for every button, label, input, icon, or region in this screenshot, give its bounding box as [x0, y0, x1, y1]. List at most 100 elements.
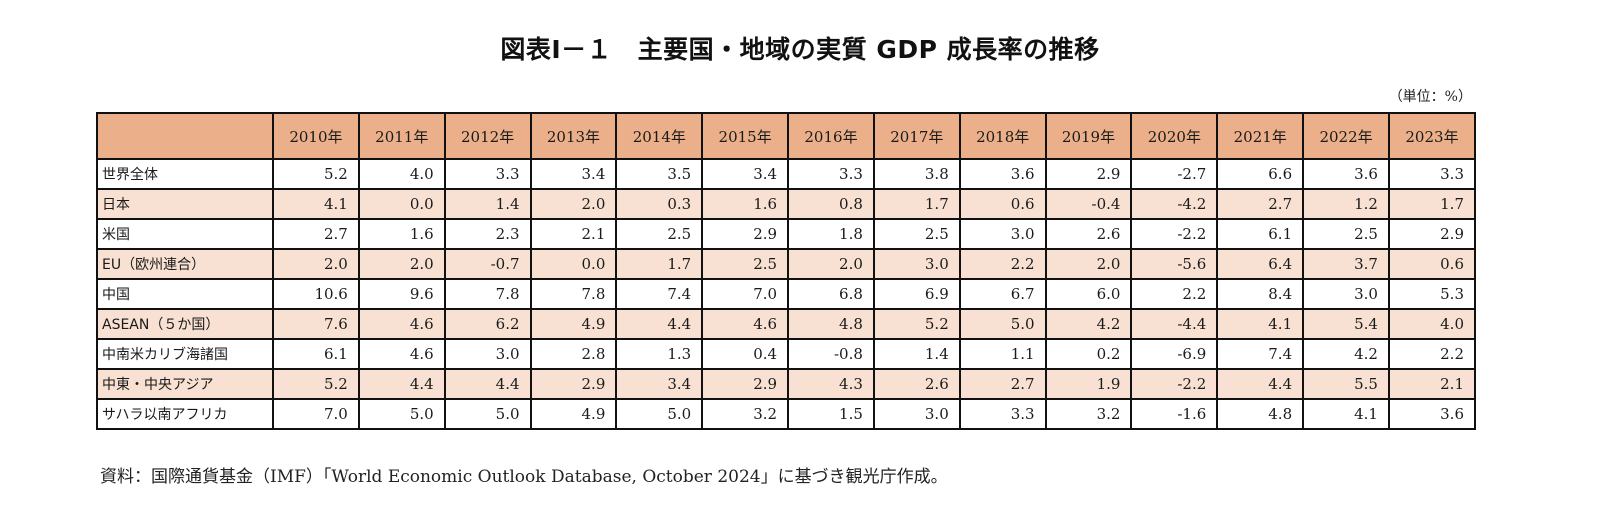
region-label: 中南米カリブ海諸国 [96, 338, 274, 370]
growth-value-cell: 1.9 [1044, 368, 1133, 400]
growth-value-cell: -0.7 [443, 248, 532, 280]
growth-value-cell: -2.2 [1130, 218, 1219, 250]
growth-value-cell: 4.9 [529, 308, 618, 340]
growth-value-cell: 6.1 [1216, 218, 1305, 250]
growth-value-cell: 10.6 [272, 278, 360, 310]
growth-value-cell: 4.9 [529, 398, 618, 430]
growth-value-cell: 5.4 [1302, 308, 1390, 340]
growth-value-cell: -4.4 [1130, 308, 1219, 340]
growth-value-cell: 7.0 [701, 278, 790, 310]
table-row: EU（欧州連合） 2.0 2.0 -0.7 0.0 1.7 2.5 2.0 3.0 2.2 2.0-… [96, 248, 1477, 280]
growth-value-cell: 4.3 [787, 368, 875, 400]
growth-value-cell: 1.4 [872, 338, 961, 370]
growth-value-cell: 6.6 [1216, 158, 1305, 190]
region-label: サハラ以南アフリカ [96, 398, 274, 430]
table-row: サハラ以南アフリカ 7.0 5.0 5.0 4.9 5.0 3.2 1.5 3.0 3.3 3.2-… [96, 398, 1477, 430]
growth-value-cell: 6.9 [872, 278, 961, 310]
growth-value-cell: 0.2 [1044, 338, 1133, 370]
growth-value-cell: 5.3 [1387, 278, 1477, 310]
growth-value-cell: -0.8 [787, 338, 875, 370]
growth-value-cell: 5.5 [1302, 368, 1390, 400]
growth-value-cell: 3.5 [615, 158, 704, 190]
growth-value-cell: 2.5 [1302, 218, 1390, 250]
table-row: 中東・中央アジア 5.2 4.4 4.4 2.9 3.4 2.9 4.3 2.6 2.7 1.9 -2… [96, 368, 1477, 400]
growth-value-cell: 5.0 [958, 308, 1047, 340]
growth-value-cell: 6.4 [1216, 248, 1305, 280]
growth-value-cell: 4.6 [357, 308, 446, 340]
growth-value-cell: 1.3 [615, 338, 704, 370]
year-header: 2015年 [701, 112, 790, 160]
table-row: 米国 2.7 1.6 2.3 2.1 2.5 2.9 1.8 2.5 3.0 2.6 -2.2 6.1 2… [96, 218, 1477, 250]
growth-value-cell: 3.6 [1302, 158, 1390, 190]
growth-value-cell: 1.7 [615, 248, 704, 280]
growth-value-cell: 4.8 [1216, 398, 1305, 430]
growth-value-cell: 4.0 [1387, 308, 1477, 340]
growth-value-cell: 3.4 [701, 158, 790, 190]
growth-value-cell: 4.2 [1302, 338, 1390, 370]
growth-value-cell: -6.9 [1130, 338, 1219, 370]
growth-value-cell: 3.0 [958, 218, 1047, 250]
growth-value-cell: 2.3 [443, 218, 532, 250]
growth-value-cell: 7.0 [272, 398, 360, 430]
growth-value-cell: 1.7 [872, 188, 961, 220]
growth-value-cell: 5.0 [615, 398, 704, 430]
growth-value-cell: 1.6 [357, 218, 446, 250]
growth-value-cell: 2.2 [1130, 278, 1219, 310]
growth-value-cell: 1.8 [787, 218, 875, 250]
growth-value-cell: 3.0 [872, 398, 961, 430]
region-label: 世界全体 [96, 158, 274, 190]
growth-value-cell: 1.6 [701, 188, 790, 220]
table-row: 中国 10.6 9.6 7.8 7.8 7.4 7.0 6.8 6.9 6.7 6.0 2.2 8.4 3… [96, 278, 1477, 310]
growth-value-cell: 2.0 [272, 248, 360, 280]
growth-value-cell: 2.9 [701, 368, 790, 400]
growth-value-cell: 3.6 [1387, 398, 1477, 430]
table-row: 中南米カリブ海諸国 6.1 4.6 3.0 2.8 1.3 0.4 -0.8 1.4 1.1 0.2… [96, 338, 1477, 370]
growth-value-cell: 0.4 [701, 338, 790, 370]
growth-value-cell: 3.0 [443, 338, 532, 370]
table-row: 世界全体 5.2 4.0 3.3 3.4 3.5 3.4 3.3 3.8 3.6 2.9 -2.7 6.… [96, 158, 1477, 190]
growth-value-cell: 3.3 [787, 158, 875, 190]
growth-value-cell: 2.1 [529, 218, 618, 250]
growth-value-cell: 3.8 [872, 158, 961, 190]
growth-value-cell: 2.7 [1216, 188, 1305, 220]
growth-value-cell: -2.7 [1130, 158, 1219, 190]
growth-value-cell: 4.4 [615, 308, 704, 340]
growth-value-cell: -4.2 [1130, 188, 1219, 220]
growth-value-cell: 2.2 [958, 248, 1047, 280]
growth-value-cell: 9.6 [357, 278, 446, 310]
growth-value-cell: -1.6 [1130, 398, 1219, 430]
unit-label: （単位：%） [1388, 89, 1472, 105]
growth-value-cell: -0.4 [1044, 188, 1133, 220]
year-header: 2016年 [787, 112, 875, 160]
growth-value-cell: 0.3 [615, 188, 704, 220]
growth-value-cell: 4.6 [701, 308, 790, 340]
growth-value-cell: 2.9 [701, 218, 790, 250]
year-header: 2010年 [272, 112, 360, 160]
growth-value-cell: -5.6 [1130, 248, 1219, 280]
growth-value-cell: 8.4 [1216, 278, 1305, 310]
growth-value-cell: 2.5 [615, 218, 704, 250]
growth-value-cell: 2.1 [1387, 368, 1477, 400]
header-row: 2010年 2011年 2012年 2013年 2014年 2015年 2016年 2017年… [96, 112, 1477, 160]
growth-value-cell: 5.0 [443, 398, 532, 430]
year-header: 2018年 [958, 112, 1047, 160]
growth-value-cell: 2.0 [787, 248, 875, 280]
growth-value-cell: 0.0 [357, 188, 446, 220]
growth-value-cell: 4.2 [1044, 308, 1133, 340]
table-row: 日本 4.1 0.0 1.4 2.0 0.3 1.6 0.8 1.7 0.6 -0.4 -4.2 2.7… [96, 188, 1477, 220]
growth-value-cell: 2.9 [1387, 218, 1477, 250]
growth-value-cell: 4.6 [357, 338, 446, 370]
growth-value-cell: 5.2 [272, 368, 360, 400]
table-title: 図表Ⅰ－１ 主要国・地域の実質 GDP 成長率の推移 [500, 35, 1100, 64]
growth-value-cell: 3.0 [1302, 278, 1390, 310]
growth-value-cell: 0.0 [529, 248, 618, 280]
growth-value-cell: 4.4 [1216, 368, 1305, 400]
source-note: 資料：国際通貨基金（IMF）「World Economic Outlook Da… [100, 467, 948, 487]
growth-value-cell: 7.6 [272, 308, 360, 340]
region-label: 米国 [96, 218, 274, 250]
year-header: 2012年 [443, 112, 532, 160]
growth-value-cell: 7.8 [443, 278, 532, 310]
growth-value-cell: 0.8 [787, 188, 875, 220]
growth-value-cell: 3.4 [529, 158, 618, 190]
growth-value-cell: 3.3 [958, 398, 1047, 430]
